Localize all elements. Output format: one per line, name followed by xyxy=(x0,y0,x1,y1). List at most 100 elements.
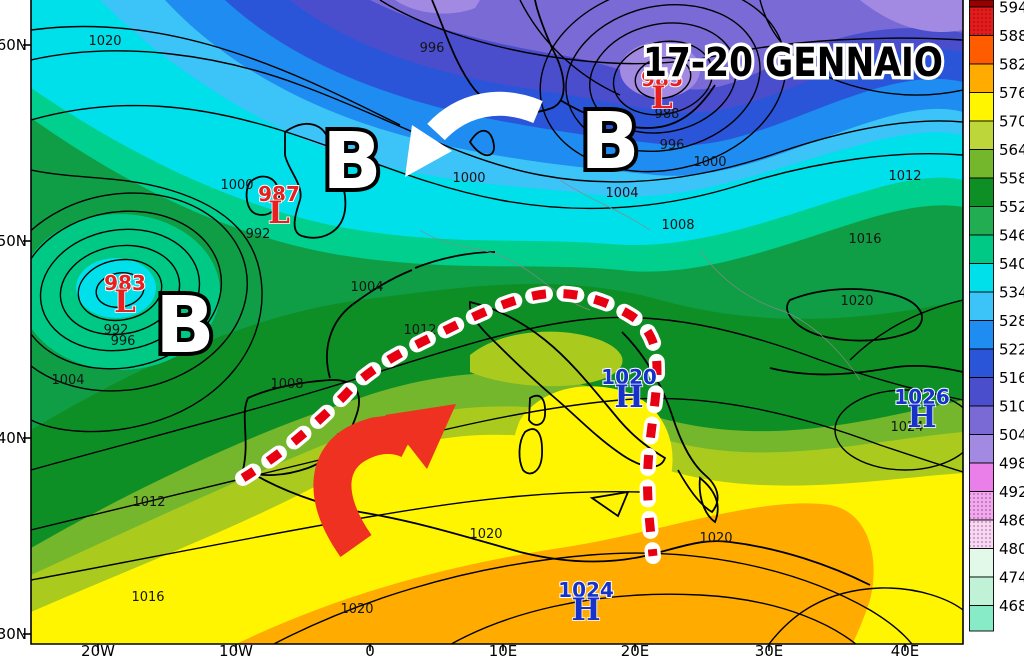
low-pressure-letter: L xyxy=(114,284,136,320)
colorbar-segment xyxy=(969,605,994,632)
high-pressure-letter: H xyxy=(614,379,643,415)
contour-label: 1020 xyxy=(88,34,121,49)
colorbar-tick-label: 546 xyxy=(999,227,1024,245)
red-arrow-head xyxy=(385,404,456,469)
lon-tick-label: 10W xyxy=(219,642,253,657)
colorbar-segment xyxy=(969,120,994,150)
low-pressure-letter: L xyxy=(268,195,290,231)
colorbar-tick-label: 576 xyxy=(999,84,1024,102)
colorbar-tick-label: 504 xyxy=(999,426,1024,444)
contour-label: 988 xyxy=(655,107,680,122)
cold-air-arrow xyxy=(405,91,543,177)
colorbar-segment xyxy=(969,0,994,8)
lon-tick-label: 10E xyxy=(489,642,518,657)
colorbar-segment xyxy=(969,63,994,93)
colorbar-tick-label: 594 xyxy=(999,0,1024,17)
contour-label: 1000 xyxy=(220,178,253,193)
colorbar-tick-label: 570 xyxy=(999,113,1024,131)
isobar-contours xyxy=(31,0,963,644)
axis-labels: 60N 50N 40N 30N 20W 10W 0 10E 20E 30E 40E xyxy=(0,36,919,657)
front-dashed-line xyxy=(235,285,666,564)
colorbar-segment xyxy=(969,263,994,293)
high-pressure-value: 1026 xyxy=(894,385,950,409)
contour-label: 1000 xyxy=(693,155,726,170)
colorbar-segment-hatch xyxy=(969,520,994,549)
contour-label: 1024 xyxy=(890,420,923,435)
bottom-gutter xyxy=(0,644,1024,657)
contour-label: 1020 xyxy=(469,527,502,542)
band-lightpurple-top xyxy=(395,0,480,14)
b-pressure-label: B xyxy=(580,97,639,187)
colorbar-tick-label: 528 xyxy=(999,312,1024,330)
contour-label: 1016 xyxy=(848,232,881,247)
geopotential-colorbar: 594 588 582 576 570 564 558 552 546 540 534 528 522 5… xyxy=(969,0,1024,632)
colorbar-tick-label: 468 xyxy=(999,597,1024,615)
colorbar-tick-label: 564 xyxy=(999,141,1024,159)
white-arrow-head xyxy=(405,125,452,177)
colorbar-tick-label: 540 xyxy=(999,255,1024,273)
contour-label: 1020 xyxy=(840,294,873,309)
high-pressure-letter: H xyxy=(571,592,600,628)
colorbar-segment xyxy=(969,576,994,606)
colorbar-segment xyxy=(969,149,994,179)
colorbar-tick-label: 474 xyxy=(999,569,1024,587)
low-pressure-letter: L xyxy=(651,80,673,116)
colorbar-tick-label: 534 xyxy=(999,284,1024,302)
contour-label: 1000 xyxy=(452,171,485,186)
b-letters: B B B xyxy=(151,93,643,375)
lon-tick-label: 20W xyxy=(81,642,115,657)
colorbar-segment xyxy=(969,234,994,264)
colorbar-segment xyxy=(969,405,994,435)
contour-label: 1020 xyxy=(699,531,732,546)
map-title: 17-20 GENNAIO xyxy=(643,40,943,86)
contour-label: 1008 xyxy=(270,377,303,392)
high-pressure-value: 1020 xyxy=(601,365,657,389)
front-line-red-dashes xyxy=(240,288,662,557)
colorbar-segment xyxy=(969,206,994,236)
colorbar-segment xyxy=(969,462,994,492)
lon-tick-label: 20E xyxy=(621,642,650,657)
lon-tick-label: 30E xyxy=(755,642,784,657)
high-pressure-value: 1024 xyxy=(558,578,614,602)
colorbar-segment xyxy=(969,320,994,350)
contour-label: 1004 xyxy=(51,373,84,388)
colorbar-tick-label: 498 xyxy=(999,455,1024,473)
colorbar-segment xyxy=(969,291,994,321)
low-pressure-value: 985 xyxy=(641,67,683,91)
tyrrhenian-yellow-pocket xyxy=(513,386,673,526)
low-pressure-value: 987 xyxy=(258,182,300,206)
high-pressure-letter: H xyxy=(907,399,936,435)
contour-label: 1004 xyxy=(350,280,383,295)
atlantic-low-core-fill xyxy=(76,258,156,318)
colorbar-segment-hatch xyxy=(969,491,994,520)
lon-tick-label: 0 xyxy=(365,642,375,657)
po-valley-pocket xyxy=(470,331,623,387)
red-arrow-body xyxy=(313,416,419,557)
low-pressure-value: 983 xyxy=(104,271,146,295)
colorbar-tick-label: 558 xyxy=(999,170,1024,188)
colorbar-tick-label: 510 xyxy=(999,398,1024,416)
colorbar-tick-label: 486 xyxy=(999,512,1024,530)
colorbar-segment xyxy=(969,177,994,207)
contour-label: 1016 xyxy=(131,590,164,605)
colorbar-segment xyxy=(969,377,994,407)
b-pressure-label: B xyxy=(155,281,214,371)
colorbar-segment xyxy=(969,92,994,122)
warm-air-arrow xyxy=(313,404,456,557)
colorbar-tick-label: 480 xyxy=(999,540,1024,558)
colorbar-segment xyxy=(969,548,994,578)
lat-tick-label: 60N xyxy=(0,36,27,54)
contour-label: 1004 xyxy=(605,186,638,201)
contour-label: 992 xyxy=(104,323,129,338)
colorbar-segment xyxy=(969,35,994,65)
b-pressure-label: B xyxy=(322,117,381,207)
band-amber-africa xyxy=(236,503,874,644)
contour-label: 1008 xyxy=(661,218,694,233)
colorbar-tick-label: 552 xyxy=(999,198,1024,216)
contour-label: 996 xyxy=(660,138,685,153)
white-arrow-body xyxy=(427,91,543,141)
colorbar-tick-label: 492 xyxy=(999,483,1024,501)
colorbar-segment xyxy=(969,434,994,464)
